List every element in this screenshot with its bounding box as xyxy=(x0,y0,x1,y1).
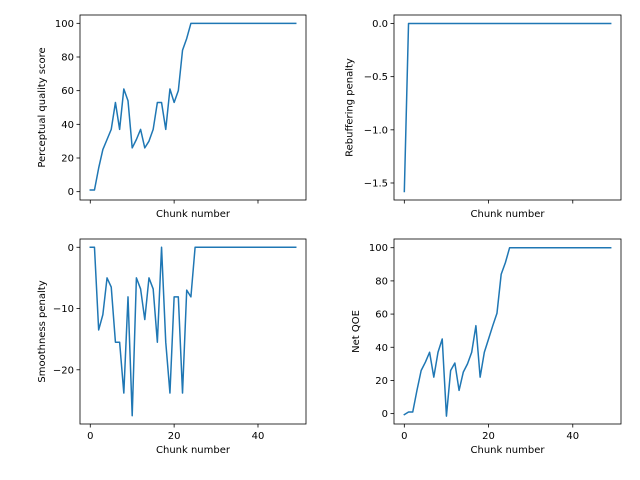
chart-rebuffering: 0.0 −0.5 −1.0 −1.5 Chunk number Rebuffering p… xyxy=(344,14,622,220)
y-tick-label-quality: 80 xyxy=(61,52,74,63)
y-axis-label-quality: Perceptual quality score xyxy=(37,47,48,167)
series-line-net-qoe xyxy=(403,246,612,417)
y-axis-label-net-qoe: Net QOE xyxy=(351,310,362,353)
axes-frame-quality xyxy=(79,14,307,201)
x-tick-label-smoothness: 0 xyxy=(87,431,93,442)
x-tick-label-net-qoe: 40 xyxy=(566,431,579,442)
x-axis-label-quality: Chunk number xyxy=(156,209,231,220)
y-axis-label-rebuffering: Rebuffering penalty xyxy=(344,58,355,157)
y-tick-label-rebuffering: −1.0 xyxy=(364,125,388,136)
y-tick-label-smoothness: 0 xyxy=(68,243,74,254)
series-line-smoothness xyxy=(89,246,297,417)
y-tick-label-net-qoe: 0 xyxy=(382,409,388,420)
y-tick-label-rebuffering: −0.5 xyxy=(364,72,388,83)
axes-frame-smoothness xyxy=(79,238,307,425)
y-tick-label-quality: 100 xyxy=(55,19,74,30)
y-tick-label-smoothness: −20 xyxy=(53,365,74,376)
y-tick-label-net-qoe: 40 xyxy=(375,343,388,354)
x-tick-label-net-qoe: 0 xyxy=(401,431,407,442)
series-line-quality xyxy=(89,22,297,191)
x-axis-label-net-qoe: Chunk number xyxy=(471,445,546,456)
y-axis-label-smoothness: Smoothness penalty xyxy=(37,280,48,382)
chart-quality: 0 20 40 60 80 100 Chunk number Perceptual quali… xyxy=(37,14,307,220)
axes-frame-rebuffering xyxy=(393,14,622,201)
axes-frame-net-qoe xyxy=(393,238,622,425)
x-axis-label-smoothness: Chunk number xyxy=(156,445,231,456)
y-tick-label-net-qoe: 100 xyxy=(369,243,388,254)
y-tick-label-quality: 40 xyxy=(61,120,74,131)
chart-smoothness: 0 20 40 0 −10 −20 Chunk number Smoothness penal… xyxy=(37,238,307,456)
y-tick-label-net-qoe: 80 xyxy=(375,276,388,287)
y-tick-label-smoothness: −10 xyxy=(53,304,74,315)
y-tick-label-net-qoe: 60 xyxy=(375,310,388,321)
y-tick-label-quality: 60 xyxy=(61,86,74,97)
x-axis-label-rebuffering: Chunk number xyxy=(471,209,546,220)
y-tick-label-quality: 0 xyxy=(68,187,74,198)
y-tick-label-quality: 20 xyxy=(61,154,74,165)
x-tick-label-net-qoe: 20 xyxy=(482,431,495,442)
y-tick-label-net-qoe: 20 xyxy=(375,376,388,387)
y-tick-label-rebuffering: −1.5 xyxy=(364,178,388,189)
y-tick-label-rebuffering: 0.0 xyxy=(372,19,388,30)
chart-net-qoe: 0 20 40 0 20 40 60 80 100 Chunk number Net QOE xyxy=(351,238,622,456)
series-line-rebuffering xyxy=(403,22,612,193)
x-tick-label-smoothness: 40 xyxy=(252,431,265,442)
x-tick-label-smoothness: 20 xyxy=(168,431,181,442)
